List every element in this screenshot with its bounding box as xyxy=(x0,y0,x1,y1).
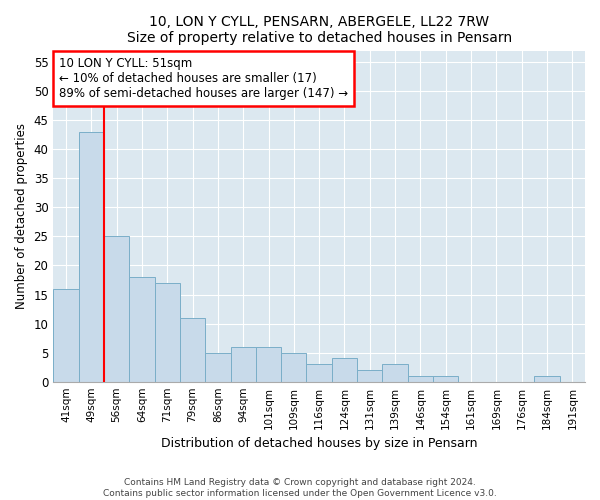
Bar xyxy=(205,352,230,382)
Text: Contains HM Land Registry data © Crown copyright and database right 2024.
Contai: Contains HM Land Registry data © Crown c… xyxy=(103,478,497,498)
Text: 10 LON Y CYLL: 51sqm
← 10% of detached houses are smaller (17)
89% of semi-detac: 10 LON Y CYLL: 51sqm ← 10% of detached h… xyxy=(59,57,348,100)
Bar xyxy=(433,376,458,382)
Bar xyxy=(256,347,281,382)
Bar xyxy=(535,376,560,382)
Bar xyxy=(382,364,408,382)
Bar xyxy=(332,358,357,382)
X-axis label: Distribution of detached houses by size in Pensarn: Distribution of detached houses by size … xyxy=(161,437,478,450)
Bar xyxy=(230,347,256,382)
Bar xyxy=(180,318,205,382)
Bar xyxy=(129,277,155,382)
Bar xyxy=(357,370,382,382)
Title: 10, LON Y CYLL, PENSARN, ABERGELE, LL22 7RW
Size of property relative to detache: 10, LON Y CYLL, PENSARN, ABERGELE, LL22 … xyxy=(127,15,512,45)
Bar xyxy=(155,283,180,382)
Bar xyxy=(79,132,104,382)
Bar xyxy=(307,364,332,382)
Bar xyxy=(104,236,129,382)
Bar xyxy=(281,352,307,382)
Bar xyxy=(408,376,433,382)
Y-axis label: Number of detached properties: Number of detached properties xyxy=(15,123,28,309)
Bar xyxy=(53,288,79,382)
